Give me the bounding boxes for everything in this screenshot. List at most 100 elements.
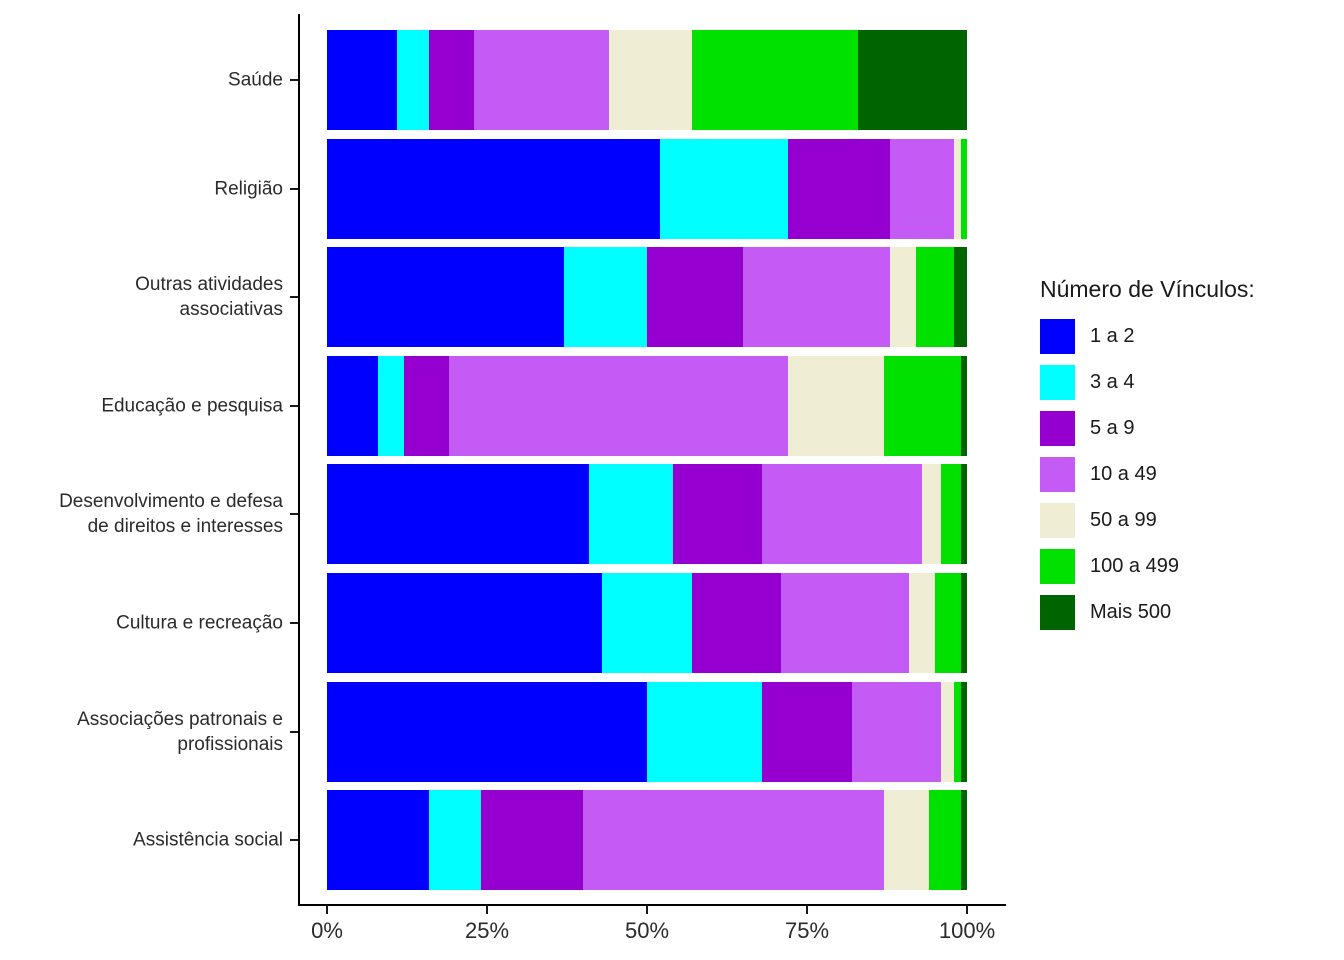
legend-item: Mais 500 [1040, 595, 1255, 630]
y-axis-tick [290, 839, 298, 842]
bar-segment-5-a-9 [672, 464, 763, 565]
category-label: Educação e pesquisa [101, 395, 283, 417]
bar-row [327, 30, 967, 130]
y-axis-tick [290, 513, 298, 516]
legend-swatch [1040, 319, 1075, 354]
bar-segment-1-a-2 [327, 30, 398, 130]
bar-row [327, 464, 967, 565]
x-axis-tick [486, 906, 488, 914]
x-axis-line [298, 904, 1006, 906]
legend-swatch [1040, 549, 1075, 584]
bar-segment-3-a-4 [378, 355, 404, 456]
bar-segment-100-a-499 [691, 30, 859, 130]
legend-item: 10 a 49 [1040, 457, 1255, 492]
legend-item-label: 10 a 49 [1090, 463, 1157, 485]
legend: Número de Vínculos: 1 a 2 3 a 4 5 a 9 10 a … [1040, 276, 1255, 641]
legend-item: 5 a 9 [1040, 411, 1255, 446]
bar-segment-10-a-49 [781, 573, 910, 673]
bar-segment-5-a-9 [691, 573, 782, 673]
bar-segment-100-a-499 [941, 464, 961, 565]
legend-item-label: 3 a 4 [1090, 371, 1135, 393]
bar-segment-3-a-4 [602, 573, 692, 673]
legend-item: 100 a 499 [1040, 549, 1255, 584]
bar-segment-3-a-4 [589, 464, 673, 565]
y-axis-tick [290, 79, 298, 81]
x-axis-tick [966, 906, 968, 914]
bar-row [327, 573, 967, 673]
category-label: Religião [214, 178, 283, 200]
bar-segment-10-a-49 [742, 247, 891, 348]
bar-segment-50-a-99 [941, 681, 955, 782]
x-tick-label: 25% [464, 918, 510, 943]
x-tick-label: 75% [784, 918, 830, 943]
bar-segment-5-a-9 [646, 247, 743, 348]
bar-segment-100-a-499 [915, 247, 955, 348]
bar-segment-50-a-99 [608, 30, 692, 130]
legend-item-label: 5 a 9 [1090, 417, 1135, 439]
bar-segment-50-a-99 [890, 247, 916, 348]
y-axis-tick [290, 730, 298, 733]
bar-segment-10-a-49 [448, 355, 788, 456]
bar-segment-1-a-2 [327, 573, 603, 673]
bar-segment-10-a-49 [582, 790, 884, 891]
bar-segment-10-a-49 [851, 681, 942, 782]
legend-swatch [1040, 365, 1075, 400]
bar-segment-3-a-4 [563, 247, 647, 348]
x-axis-tick [326, 906, 328, 914]
legend-swatch [1040, 411, 1075, 446]
bar-row [327, 790, 967, 891]
bar-row [327, 247, 967, 348]
x-axis-tick [806, 906, 808, 914]
category-label: Saúde [228, 69, 283, 91]
legend-item-label: 100 a 499 [1090, 555, 1179, 577]
y-axis-tick [290, 187, 298, 190]
bar-segment-1-a-2 [327, 138, 660, 239]
legend-item: 3 a 4 [1040, 365, 1255, 400]
x-tick-label: 100% [938, 918, 996, 943]
bar-segment-50-a-99 [922, 464, 942, 565]
bar-segment-5-a-9 [403, 355, 449, 456]
bar-row [327, 355, 967, 456]
bar-segment-Mais-500 [954, 247, 967, 348]
bar-segment-3-a-4 [659, 138, 788, 239]
bar-segment-5-a-9 [429, 30, 475, 130]
legend-swatch [1040, 457, 1075, 492]
x-tick-label: 50% [624, 918, 670, 943]
legend-items: 1 a 2 3 a 4 5 a 9 10 a 49 50 a 99 100 a 499 Ma… [1040, 319, 1255, 630]
bar-segment-10-a-49 [762, 464, 923, 565]
legend-swatch [1040, 595, 1075, 630]
legend-item-label: Mais 500 [1090, 601, 1172, 623]
bar-segment-Mais-500 [960, 355, 967, 456]
legend-item: 1 a 2 [1040, 319, 1255, 354]
y-axis-tick [290, 296, 298, 299]
legend-title: Número de Vínculos: [1040, 276, 1255, 302]
bar-segment-3-a-4 [397, 30, 430, 130]
bar-segment-Mais-500 [960, 573, 967, 673]
legend-item-label: 50 a 99 [1090, 509, 1157, 531]
bar-segment-50-a-99 [954, 138, 961, 239]
bar-segment-Mais-500 [858, 30, 967, 130]
bar-segment-1-a-2 [327, 464, 590, 565]
legend-item-label: 1 a 2 [1090, 325, 1135, 347]
category-label: Desenvolvimento e defesa de direitos e i… [59, 491, 283, 538]
y-axis-tick [290, 622, 298, 624]
bar-segment-Mais-500 [960, 790, 967, 891]
bar-segment-5-a-9 [762, 681, 852, 782]
category-label: Cultura e recreação [116, 612, 283, 634]
legend-item: 50 a 99 [1040, 503, 1255, 538]
bar-segment-100-a-499 [934, 573, 961, 673]
bar-segment-10-a-49 [474, 30, 609, 130]
bar-segment-1-a-2 [327, 681, 647, 782]
bar-segment-5-a-9 [787, 138, 891, 239]
bar-segment-100-a-499 [954, 681, 961, 782]
bar-segment-10-a-49 [890, 138, 955, 239]
bar-segment-Mais-500 [960, 464, 967, 565]
bar-segment-50-a-99 [883, 790, 929, 891]
bar-segment-1-a-2 [327, 355, 379, 456]
bar-segment-5-a-9 [480, 790, 583, 891]
category-label: Outras atividades associativas [135, 274, 283, 321]
bar-segment-50-a-99 [909, 573, 935, 673]
bar-segment-3-a-4 [647, 681, 763, 782]
bar-segment-50-a-99 [787, 355, 884, 456]
